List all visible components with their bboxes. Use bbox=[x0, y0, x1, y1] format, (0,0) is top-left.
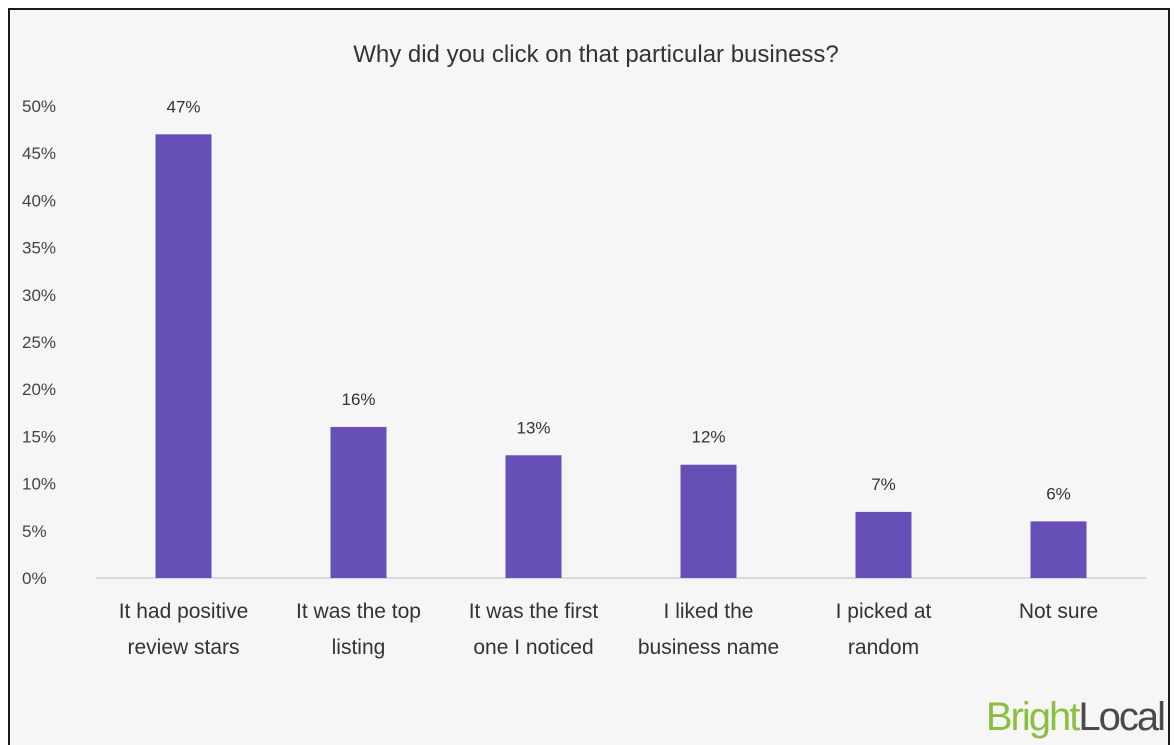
x-tick-label: review stars bbox=[127, 636, 239, 659]
y-tick-label: 20% bbox=[22, 380, 56, 399]
y-tick-label: 15% bbox=[22, 427, 56, 446]
y-tick-label: 30% bbox=[22, 286, 56, 305]
bar bbox=[855, 511, 912, 578]
data-label: 47% bbox=[166, 97, 200, 116]
y-tick-label: 35% bbox=[22, 239, 56, 258]
y-tick-label: 40% bbox=[22, 191, 56, 210]
data-label: 13% bbox=[516, 418, 550, 437]
x-tick-label: It was the first bbox=[469, 600, 599, 623]
x-tick-label: It was the top bbox=[296, 600, 421, 623]
y-tick-label: 50% bbox=[22, 97, 56, 116]
bar bbox=[330, 426, 387, 578]
y-tick-label: 10% bbox=[22, 475, 56, 494]
x-tick-label: It had positive bbox=[119, 600, 249, 623]
data-label: 16% bbox=[341, 390, 375, 409]
data-label: 12% bbox=[691, 428, 725, 447]
bar bbox=[505, 455, 562, 578]
bar bbox=[1030, 521, 1087, 578]
x-tick-label: one I noticed bbox=[473, 636, 593, 659]
brightlocal-logo: BrightLocal bbox=[986, 695, 1164, 739]
y-axis: 0% 5% 10% 15% 20% 25% 30% 35% 40% 45% 50% bbox=[22, 97, 56, 588]
logo-local: Local bbox=[1078, 695, 1164, 739]
data-label: 6% bbox=[1046, 484, 1071, 503]
x-tick-label: business name bbox=[638, 636, 779, 659]
bar bbox=[680, 464, 737, 578]
data-label: 7% bbox=[871, 475, 896, 494]
logo-bright: Bright bbox=[986, 695, 1080, 739]
x-tick-label: Not sure bbox=[1019, 600, 1098, 623]
y-tick-label: 45% bbox=[22, 144, 56, 163]
y-tick-label: 5% bbox=[22, 522, 47, 541]
y-tick-label: 25% bbox=[22, 333, 56, 352]
x-tick-label: I liked the bbox=[664, 600, 754, 623]
x-axis-labels: It had positive review stars It was the to… bbox=[119, 600, 1098, 659]
chart-title: Why did you click on that particular bus… bbox=[353, 41, 839, 68]
bar bbox=[155, 134, 212, 578]
x-tick-label: random bbox=[848, 636, 919, 659]
x-tick-label: listing bbox=[332, 636, 386, 659]
x-tick-label: I picked at bbox=[836, 600, 932, 623]
bars-group: 47% 16% 13% 12% 7% 6% bbox=[155, 97, 1087, 578]
y-tick-label: 0% bbox=[22, 569, 47, 588]
